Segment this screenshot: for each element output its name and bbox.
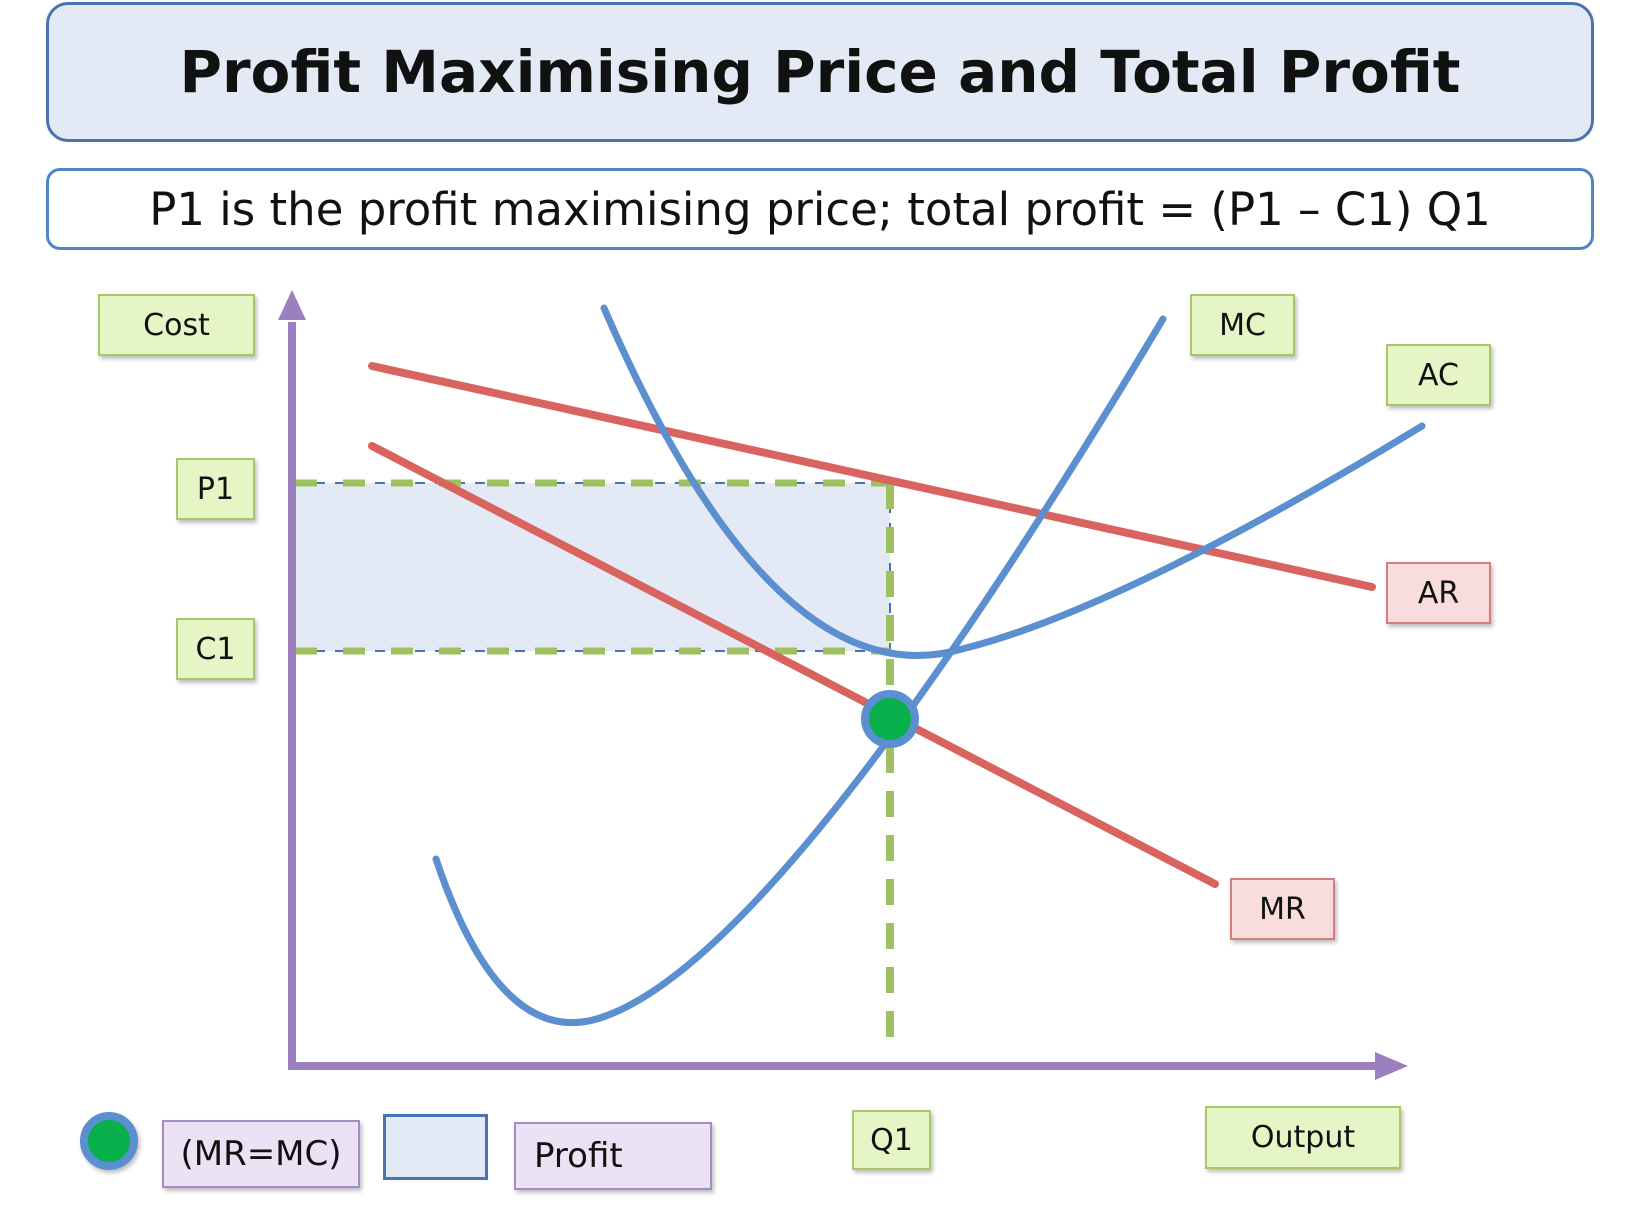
y-axis-label: Cost [98, 294, 255, 356]
profit-area [295, 483, 890, 651]
mc-label: MC [1190, 294, 1295, 356]
subtitle-banner: P1 is the profit maximising price; total… [46, 168, 1594, 250]
q1-label: Q1 [852, 1110, 931, 1170]
legend-area-swatch [383, 1114, 488, 1180]
mr-label: MR [1230, 878, 1335, 940]
title-banner: Profit Maximising Price and Total Profit [46, 2, 1594, 142]
mr-equals-mc-point [861, 690, 919, 748]
y-axis-arrow [278, 290, 306, 320]
page-title: Profit Maximising Price and Total Profit [179, 38, 1461, 106]
mr-curve [368, 442, 1219, 888]
x-axis-arrow [1375, 1052, 1408, 1080]
ar-label: AR [1386, 562, 1491, 624]
legend-point-label: (MR=MC) [162, 1120, 360, 1188]
x-axis-label: Output [1205, 1106, 1401, 1169]
subtitle-text: P1 is the profit maximising price; total… [149, 182, 1491, 236]
ac-curve [600, 304, 1426, 659]
legend-point-marker [80, 1112, 138, 1170]
legend-area-label: Profit [514, 1122, 712, 1190]
mc-curve [432, 315, 1167, 1026]
p1-label: P1 [176, 458, 255, 520]
ac-label: AC [1386, 344, 1491, 406]
c1-label: C1 [176, 618, 255, 680]
